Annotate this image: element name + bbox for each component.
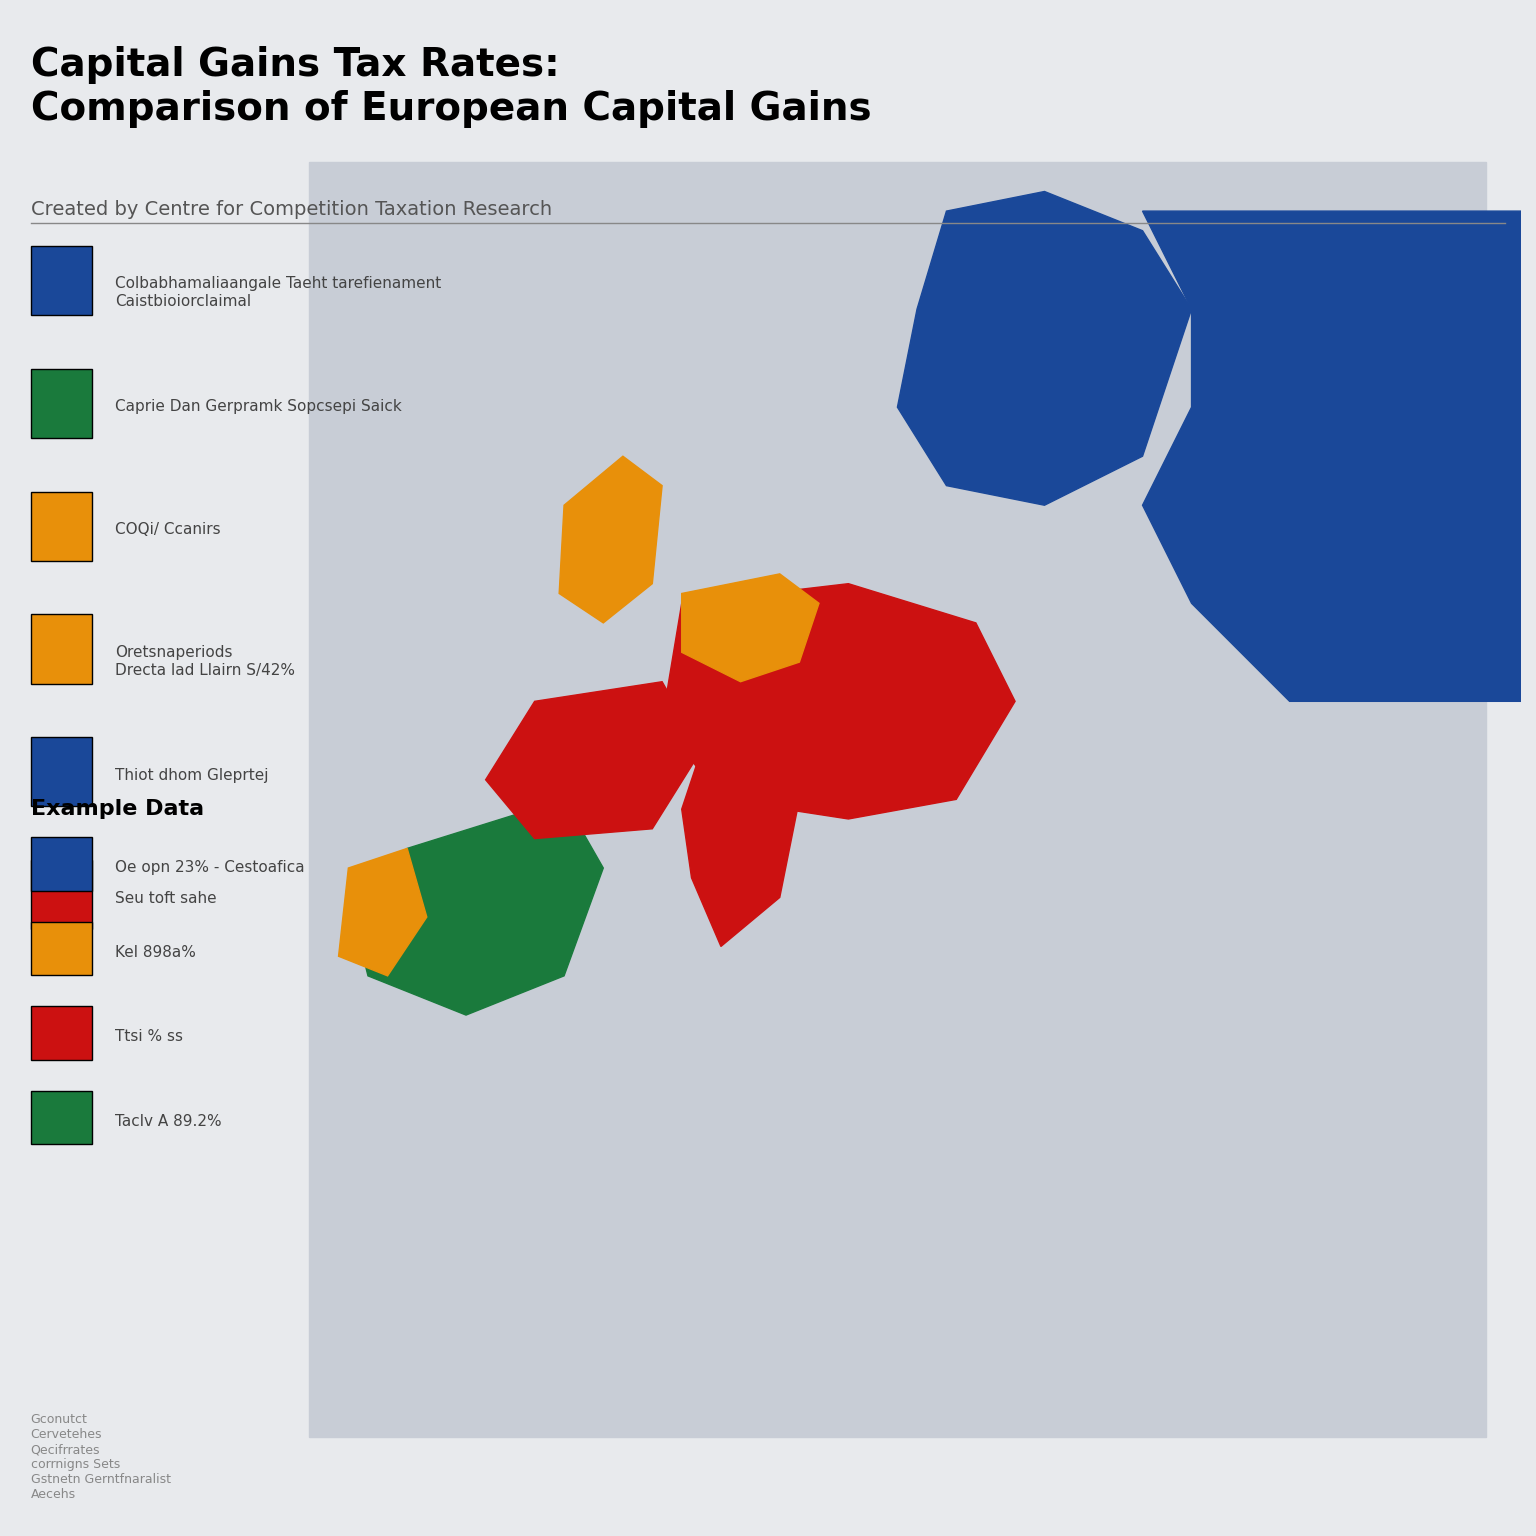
- Polygon shape: [682, 731, 799, 946]
- Text: Thiot dhom Gleprtej: Thiot dhom Gleprtej: [115, 768, 269, 783]
- Polygon shape: [349, 799, 604, 1015]
- Bar: [309, 163, 1485, 1436]
- Text: Seu toft sahe: Seu toft sahe: [115, 891, 217, 906]
- Text: Oretsnaperiods
Drecta lad Llairn S/42%: Oretsnaperiods Drecta lad Llairn S/42%: [115, 645, 295, 677]
- Text: COQi/ Ccanirs: COQi/ Ccanirs: [115, 522, 221, 538]
- Polygon shape: [662, 584, 1015, 819]
- Text: Created by Centre for Competition Taxation Research: Created by Centre for Competition Taxati…: [31, 200, 551, 218]
- Polygon shape: [897, 192, 1192, 505]
- Text: Ttsi % ss: Ttsi % ss: [115, 1029, 183, 1044]
- Text: Example Data: Example Data: [31, 799, 204, 819]
- Text: Oe opn 23% - Cestoafica: Oe opn 23% - Cestoafica: [115, 860, 304, 876]
- Polygon shape: [338, 848, 427, 975]
- Polygon shape: [1143, 210, 1521, 702]
- Text: Kel 898a%: Kel 898a%: [115, 945, 197, 960]
- Polygon shape: [682, 574, 819, 682]
- Text: Colbabhamaliaangale Taeht tarefienament
Caistbioiorclaimal: Colbabhamaliaangale Taeht tarefienament …: [115, 276, 441, 309]
- Text: Taclv A 89.2%: Taclv A 89.2%: [115, 1114, 221, 1129]
- Text: Capital Gains Tax Rates:
Comparison of European Capital Gains: Capital Gains Tax Rates: Comparison of E…: [31, 46, 871, 127]
- Polygon shape: [559, 456, 662, 624]
- Text: Gconutct
Cervetehes
Qecifrrates
corrnigns Sets
Gstnetn Gerntfnaralist
Aecehs: Gconutct Cervetehes Qecifrrates corrnign…: [31, 1413, 170, 1501]
- Polygon shape: [485, 682, 702, 839]
- Text: Caprie Dan Gerpramk Sopcsepi Saick: Caprie Dan Gerpramk Sopcsepi Saick: [115, 399, 402, 415]
